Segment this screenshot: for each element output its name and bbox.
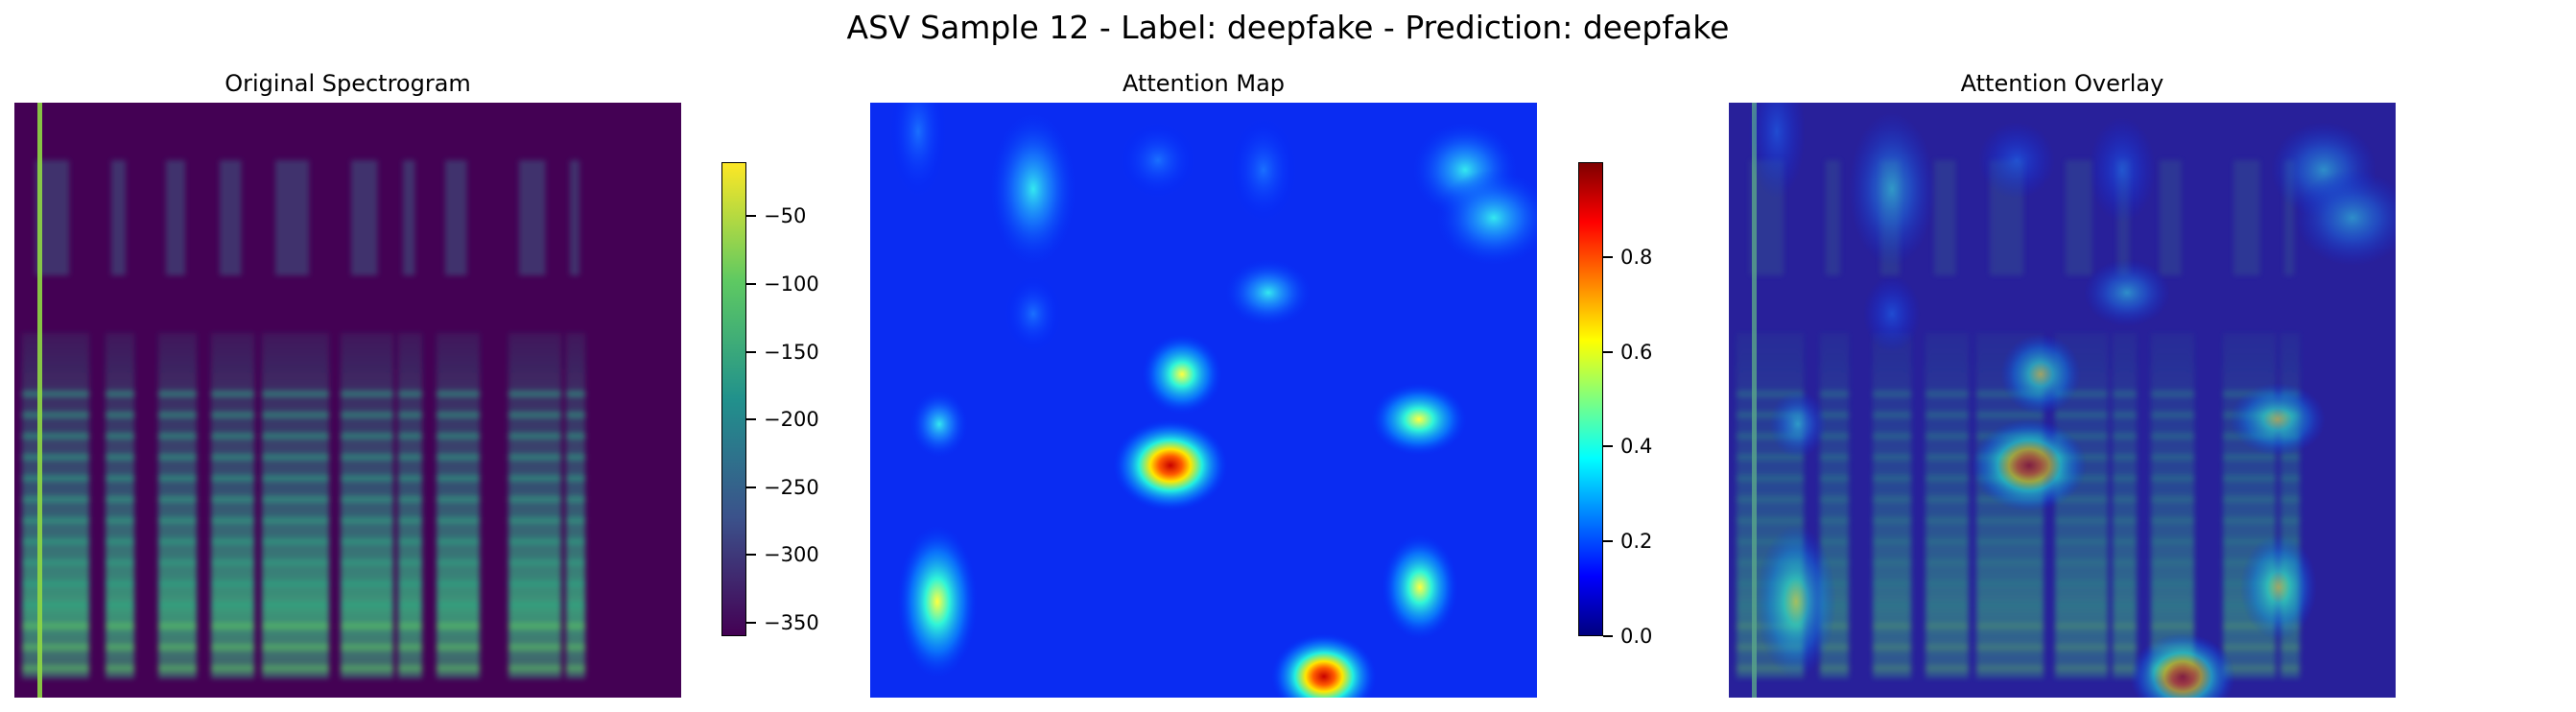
attention-blob: [1230, 117, 1297, 223]
spectrogram-colorbar-tick-label: −150: [764, 340, 819, 364]
attention-blob: [1371, 383, 1467, 456]
attention-colorbar-tick-label: 0.6: [1620, 340, 1653, 364]
attention-blob: [2230, 383, 2326, 456]
spectrogram-colorbar-tick-label: −350: [764, 610, 819, 634]
spectrogram-colorbar-tick-mark: [746, 554, 756, 557]
spectrogram-bright-line: [37, 103, 42, 698]
attention-blob: [1120, 122, 1196, 199]
attention-blob: [910, 391, 968, 458]
attention-colorbar: [1578, 162, 1603, 636]
attention-blob: [1978, 122, 2055, 199]
spectrogram-colorbar-tick-label: −100: [764, 273, 819, 297]
attention-blob: [1382, 534, 1458, 640]
attention-blob: [889, 103, 947, 199]
spectrogram-colorbar-tick-label: −250: [764, 475, 819, 499]
attention-blob: [2089, 117, 2156, 223]
attention-blob: [1436, 170, 1537, 266]
attention-colorbar-tick-mark: [1603, 350, 1613, 353]
attention-blob: [2084, 259, 2170, 326]
attention-map-image: [870, 103, 1537, 698]
attention-blob: [2130, 633, 2235, 698]
attention-blob: [1142, 334, 1222, 415]
attention-blob: [1748, 103, 1806, 199]
attention-blob: [1849, 112, 1935, 266]
attention-map-svg: [870, 103, 1537, 698]
spectrogram-colorbar-tick-mark: [746, 621, 756, 624]
attention-blob: [1756, 525, 1836, 678]
spectrogram-svg: [14, 103, 681, 698]
attention-blob: [2295, 170, 2396, 266]
spectrogram-colorbar-tick-mark: [746, 350, 756, 353]
spectrogram-colorbar-tick-label: −50: [764, 204, 807, 228]
overlay-bright-line: [1752, 103, 1757, 698]
attention-colorbar-tick-label: 0.8: [1620, 245, 1653, 269]
attention-map-title: Attention Map: [1122, 70, 1286, 97]
attention-colorbar-tick-label: 0.0: [1620, 625, 1653, 648]
overlay-title: Attention Overlay: [1960, 70, 2164, 97]
spectrogram-image: [14, 103, 681, 698]
overlay-svg: [1729, 103, 2396, 698]
attention-colorbar-tick-mark: [1603, 635, 1613, 637]
attention-colorbar-tick-mark: [1603, 540, 1613, 543]
attention-blob: [990, 112, 1076, 266]
attention-blob: [2000, 334, 2081, 415]
attention-colorbar-ticks: 0.8 0.6 0.4 0.2 0.0: [1603, 162, 1699, 648]
spectrogram-colorbar-tick-mark: [746, 215, 756, 218]
attention-colorbar-tick-mark: [1603, 445, 1613, 448]
spectrogram-colorbar: [721, 162, 746, 636]
spectrogram-title: Original Spectrogram: [225, 70, 471, 97]
attention-blob: [1863, 275, 1921, 352]
attention-blob: [2240, 534, 2317, 640]
attention-blob: [1972, 419, 2087, 511]
attention-blob: [1271, 633, 1377, 698]
spectrogram-colorbar-tick-label: −200: [764, 408, 819, 432]
overlay-image: [1729, 103, 2396, 698]
attention-blob: [1225, 259, 1312, 326]
attention-blob: [1113, 419, 1228, 511]
spectrogram-colorbar-tick-label: −300: [764, 543, 819, 567]
attention-colorbar-tick-mark: [1603, 255, 1613, 258]
attention-blob: [897, 525, 978, 678]
spectrogram-colorbar-ticks: −50 −100 −150 −200 −250 −300 −350: [746, 162, 862, 636]
spectrogram-colorbar-tick-mark: [746, 486, 756, 488]
attention-blob: [1769, 391, 1827, 458]
spectrogram-colorbar-tick-mark: [746, 418, 756, 421]
figure-title: ASV Sample 12 - Label: deepfake - Predic…: [846, 9, 1730, 46]
attention-colorbar-tick-label: 0.2: [1620, 530, 1653, 554]
attention-blob: [1004, 275, 1062, 352]
spectrogram-colorbar-tick-mark: [746, 283, 756, 286]
attention-colorbar-tick-label: 0.4: [1620, 435, 1653, 459]
